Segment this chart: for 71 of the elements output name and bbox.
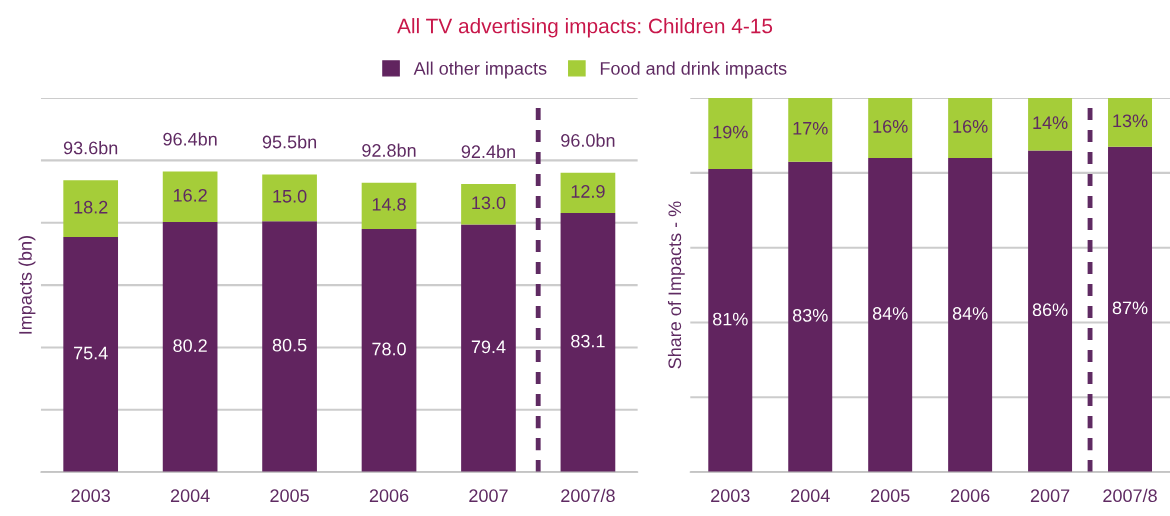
data-label: 83% <box>792 308 828 322</box>
data-label: 16% <box>953 120 988 133</box>
data-label: 14% <box>1033 116 1068 129</box>
data-label: 17% <box>793 121 828 135</box>
data-label: 18.2 <box>74 200 108 214</box>
bar <box>868 98 913 158</box>
total-label: 92.8bn <box>362 143 416 157</box>
total-label: 95.5bn <box>262 135 317 149</box>
chart-title: All TV advertising impacts: Children 4-15 <box>397 18 773 38</box>
bar <box>788 161 833 473</box>
bar <box>63 180 119 238</box>
data-label: 13.0 <box>472 196 506 210</box>
x-tick-label: 2004 <box>791 489 830 503</box>
x-tick-label: 2003 <box>71 489 110 503</box>
x-tick-label: 2006 <box>950 489 990 503</box>
x-tick-label: 2003 <box>711 489 750 503</box>
data-label: 80.5 <box>272 338 307 352</box>
data-label: 79.4 <box>471 340 506 354</box>
data-label: 87% <box>1112 301 1148 315</box>
bar <box>948 98 993 158</box>
data-label: 14.8 <box>372 197 406 211</box>
total-label: 93.6bn <box>63 141 118 155</box>
bar <box>461 224 516 473</box>
bar <box>63 237 119 473</box>
bar <box>162 222 218 473</box>
x-tick-label: 2004 <box>170 489 210 503</box>
data-label: 81% <box>712 312 748 326</box>
bar <box>708 169 753 473</box>
data-label: 83.1 <box>571 334 605 348</box>
data-label: 15.0 <box>273 189 307 203</box>
bar <box>788 98 833 162</box>
bar <box>948 157 993 473</box>
data-label: 80.2 <box>173 339 207 352</box>
x-tick-label: 2007 <box>469 489 508 503</box>
bar <box>1028 150 1073 473</box>
data-label: 84% <box>952 307 988 320</box>
data-label: 75.4 <box>74 346 108 360</box>
bar <box>868 157 913 473</box>
data-label: 16% <box>873 120 908 133</box>
x-tick-label: 2007/8 <box>561 488 615 503</box>
bar <box>361 182 417 229</box>
x-tick-label: 2007/8 <box>1103 488 1157 503</box>
x-tick-label: 2006 <box>369 489 409 503</box>
bar <box>262 174 317 222</box>
data-label: 84% <box>872 307 908 320</box>
bar <box>1028 98 1073 151</box>
bar <box>708 98 753 170</box>
total-label: 92.4bn <box>461 144 515 159</box>
total-label: 96.4bn <box>163 132 217 146</box>
data-label: 86% <box>1032 303 1068 317</box>
x-tick-label: 2005 <box>270 489 309 503</box>
bar <box>1108 98 1153 147</box>
total-label: 96.0bn <box>561 133 615 147</box>
data-label: 12.9 <box>571 185 605 198</box>
bar <box>262 221 317 473</box>
data-label: 19% <box>713 125 748 139</box>
x-tick-label: 2007 <box>1030 489 1070 503</box>
data-label: 16.2 <box>173 188 207 202</box>
y-axis-title: Share of Impacts - % <box>667 201 685 369</box>
legend-label: All other impacts <box>413 61 547 79</box>
data-label: 13% <box>1113 114 1148 128</box>
bar <box>1108 146 1153 473</box>
x-tick-label: 2005 <box>871 489 910 503</box>
bar <box>162 171 218 223</box>
bar <box>461 184 516 225</box>
legend-label: Food and drink impacts <box>600 61 787 79</box>
data-label: 78.0 <box>372 342 406 356</box>
bar <box>560 172 616 214</box>
bar <box>560 213 616 473</box>
bar <box>361 228 417 473</box>
y-axis-title: Impacts (bn) <box>18 236 36 334</box>
